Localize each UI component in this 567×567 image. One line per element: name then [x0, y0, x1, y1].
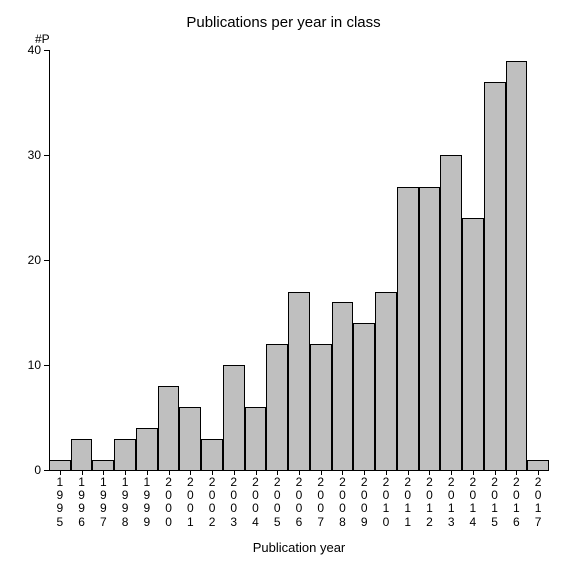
x-tick-label: 2016	[506, 476, 528, 529]
bar	[245, 407, 267, 470]
bar	[92, 460, 114, 471]
y-tick	[44, 470, 49, 471]
bar	[462, 218, 484, 470]
bar	[201, 439, 223, 471]
bar	[310, 344, 332, 470]
bar	[49, 460, 71, 471]
x-tick-label: 2010	[375, 476, 397, 529]
bar	[136, 428, 158, 470]
x-tick-label: 2003	[223, 476, 245, 529]
x-tick-label: 2005	[266, 476, 288, 529]
bar	[440, 155, 462, 470]
bar	[375, 292, 397, 471]
y-tick-label: 10	[17, 358, 41, 372]
y-tick-label: 40	[17, 43, 41, 57]
y-tick-label: 20	[17, 253, 41, 267]
y-tick	[44, 260, 49, 261]
x-tick-label: 2006	[288, 476, 310, 529]
chart-container: Publications per year in class #P Public…	[0, 0, 567, 567]
x-tick-label: 1995	[49, 476, 71, 529]
bar	[419, 187, 441, 471]
bar	[484, 82, 506, 471]
y-tick-label: 0	[17, 463, 41, 477]
chart-title: Publications per year in class	[0, 14, 567, 31]
bar	[506, 61, 528, 471]
bar	[397, 187, 419, 471]
x-tick-label: 2012	[419, 476, 441, 529]
x-tick-label: 2008	[332, 476, 354, 529]
x-axis-label: Publication year	[49, 540, 549, 555]
x-tick-label: 2009	[353, 476, 375, 529]
bar	[158, 386, 180, 470]
x-tick-label: 2002	[201, 476, 223, 529]
x-tick-label: 2013	[440, 476, 462, 529]
x-tick-label: 2017	[527, 476, 549, 529]
x-tick-label: 2007	[310, 476, 332, 529]
bar	[71, 439, 93, 471]
x-tick-label: 1999	[136, 476, 158, 529]
bar	[288, 292, 310, 471]
x-tick-label: 2000	[158, 476, 180, 529]
x-tick-label: 2014	[462, 476, 484, 529]
bar	[223, 365, 245, 470]
y-tick-label: 30	[17, 148, 41, 162]
bar	[114, 439, 136, 471]
x-tick-label: 1996	[71, 476, 93, 529]
x-tick-label: 2004	[245, 476, 267, 529]
x-tick-label: 2001	[179, 476, 201, 529]
y-tick	[44, 155, 49, 156]
x-tick-label: 2011	[397, 476, 419, 529]
x-tick-label: 2015	[484, 476, 506, 529]
bar	[353, 323, 375, 470]
y-tick	[44, 50, 49, 51]
bar	[332, 302, 354, 470]
x-tick-label: 1997	[92, 476, 114, 529]
bar	[527, 460, 549, 471]
bar	[266, 344, 288, 470]
y-axis	[49, 50, 50, 470]
bar	[179, 407, 201, 470]
x-tick-label: 1998	[114, 476, 136, 529]
y-tick	[44, 365, 49, 366]
